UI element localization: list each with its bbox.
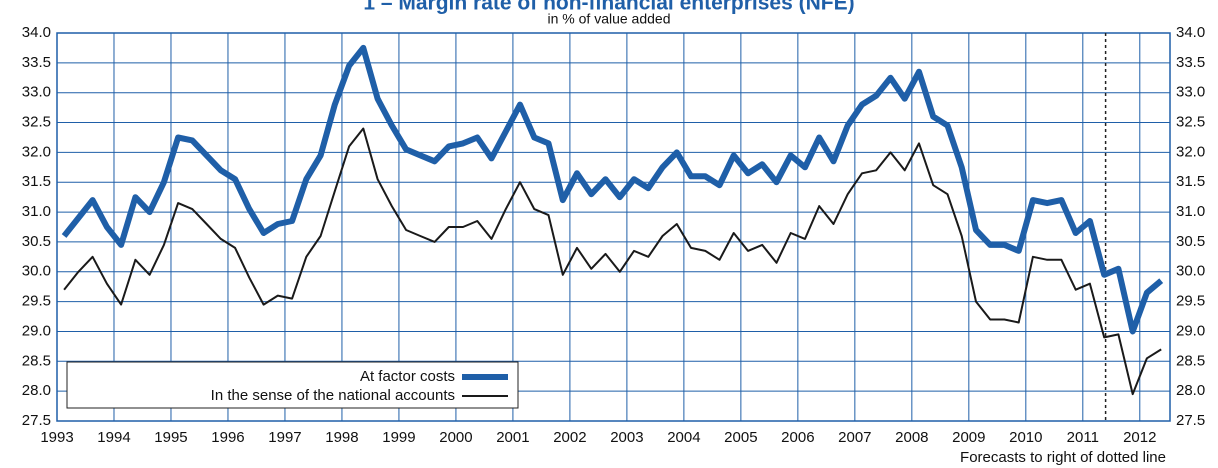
y-tick-label-right: 30.5 xyxy=(1176,233,1205,250)
x-tick-label: 1998 xyxy=(325,429,358,446)
x-tick-label: 2008 xyxy=(895,429,928,446)
x-tick-label: 2011 xyxy=(1067,429,1099,446)
plot-frame xyxy=(56,32,1171,422)
y-tick-label-right: 33.5 xyxy=(1176,54,1205,71)
y-tick-label-right: 28.5 xyxy=(1176,352,1205,369)
y-tick-label: 28.0 xyxy=(22,382,51,399)
y-tick-label: 32.5 xyxy=(22,114,51,131)
x-tick-label: 1994 xyxy=(97,429,130,446)
y-tick-label-right: 27.5 xyxy=(1176,412,1205,429)
series-line xyxy=(63,127,1162,396)
legend-label: At factor costs xyxy=(360,368,455,385)
y-tick-label: 28.5 xyxy=(22,352,51,369)
y-tick-label-right: 32.0 xyxy=(1176,143,1205,160)
y-tick-label: 33.5 xyxy=(22,54,51,71)
x-tick-label: 2000 xyxy=(439,429,472,446)
x-tick-label: 2004 xyxy=(667,429,700,446)
y-tick-label: 31.0 xyxy=(22,203,51,220)
y-tick-label-right: 31.0 xyxy=(1176,203,1205,220)
legend: At factor costs In the sense of the natio… xyxy=(66,361,519,409)
x-tick-label: 1997 xyxy=(268,429,301,446)
y-tick-label: 30.0 xyxy=(22,263,51,280)
y-tick-label-right: 34.0 xyxy=(1176,24,1205,41)
chart-subtitle: in % of value added xyxy=(548,11,671,27)
x-tick-label: 2006 xyxy=(781,429,814,446)
x-tick-label: 1993 xyxy=(40,429,73,446)
x-tick-label: 1999 xyxy=(382,429,415,446)
forecast-note: Forecasts to right of dotted line xyxy=(960,449,1166,466)
y-tick-label-right: 31.5 xyxy=(1176,173,1205,190)
chart-title: 1 – Margin rate of non-financial enterpr… xyxy=(363,0,854,15)
y-tick-label-right: 29.0 xyxy=(1176,322,1205,339)
x-tick-label: 2009 xyxy=(952,429,985,446)
y-tick-label: 33.0 xyxy=(22,84,51,101)
y-tick-label-right: 29.5 xyxy=(1176,293,1205,310)
x-tick-label: 2012 xyxy=(1123,429,1156,446)
y-tick-label-right: 28.0 xyxy=(1176,382,1205,399)
y-tick-label: 31.5 xyxy=(22,173,51,190)
x-tick-label: 2002 xyxy=(553,429,586,446)
x-tick-label: 2001 xyxy=(496,429,529,446)
x-tick-label: 1995 xyxy=(154,429,187,446)
x-tick-label: 1996 xyxy=(211,429,244,446)
y-tick-label: 29.5 xyxy=(22,293,51,310)
y-tick-label: 34.0 xyxy=(22,24,51,41)
y-tick-label: 30.5 xyxy=(22,233,51,250)
x-tick-label: 2007 xyxy=(838,429,871,446)
legend-box xyxy=(66,361,519,409)
y-tick-label-right: 32.5 xyxy=(1176,114,1205,131)
y-tick-label: 29.0 xyxy=(22,322,51,339)
x-tick-label: 2005 xyxy=(724,429,757,446)
series-line xyxy=(61,44,1164,335)
x-tick-label: 2010 xyxy=(1009,429,1042,446)
y-tick-label: 27.5 xyxy=(22,412,51,429)
x-tick-label: 2003 xyxy=(610,429,643,446)
y-tick-label-right: 33.0 xyxy=(1176,84,1205,101)
y-tick-label-right: 30.0 xyxy=(1176,263,1205,280)
y-tick-label: 32.0 xyxy=(22,143,51,160)
legend-label: In the sense of the national accounts xyxy=(211,387,455,404)
